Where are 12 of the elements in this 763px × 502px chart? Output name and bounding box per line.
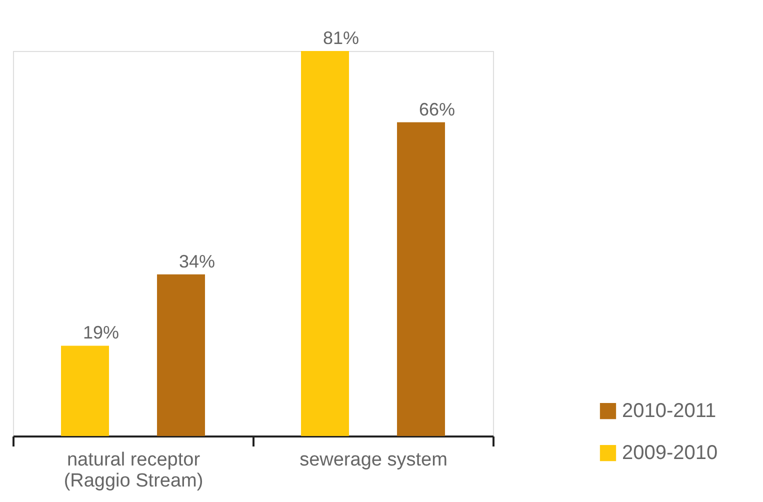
- bar: [397, 122, 445, 436]
- data-label: 34%: [178, 251, 216, 272]
- legend-label: 2010-2011: [622, 400, 716, 422]
- data-label: 19%: [82, 322, 120, 343]
- bar: [61, 346, 109, 436]
- bar: [157, 274, 205, 436]
- data-label: 66%: [418, 99, 456, 120]
- bar: [301, 51, 349, 436]
- legend-label: 2009-2010: [622, 442, 718, 464]
- data-label: 81%: [322, 28, 360, 48]
- x-tick-label: natural receptor (Raggio Stream): [64, 450, 204, 492]
- x-tick-label: sewerage system: [300, 450, 448, 470]
